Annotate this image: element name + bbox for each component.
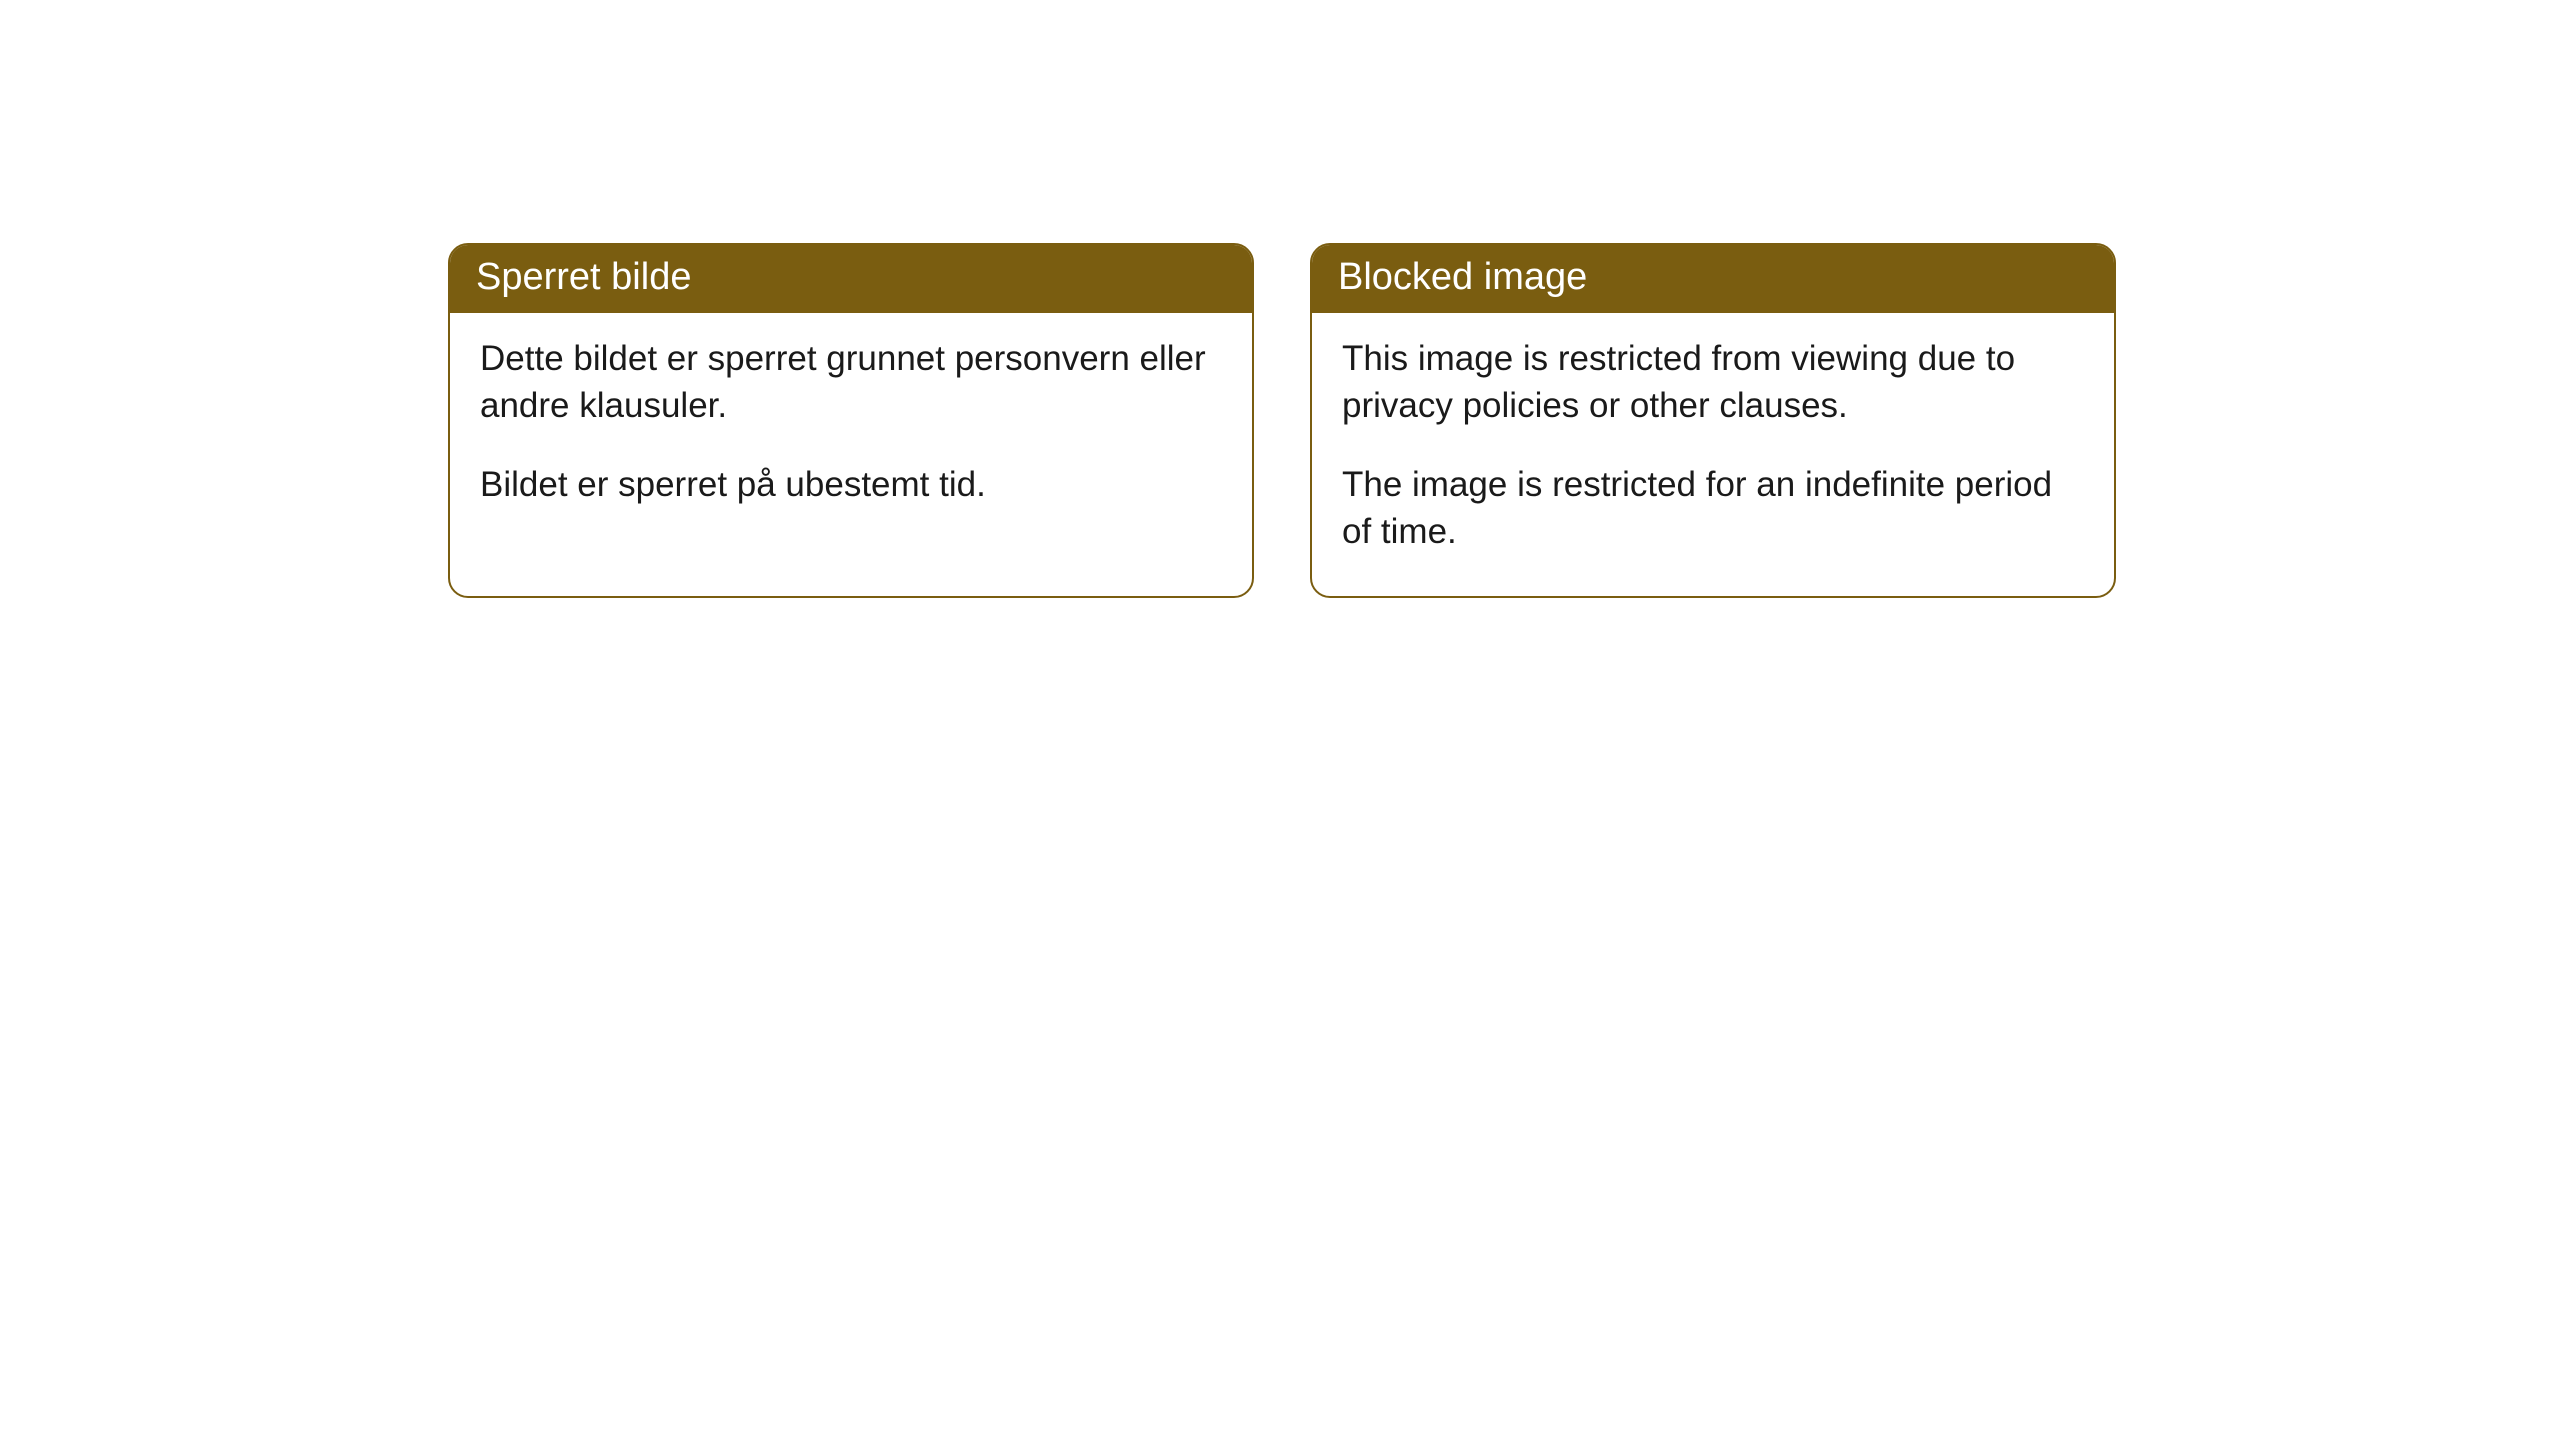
card-paragraph-2: The image is restricted for an indefinit… — [1342, 461, 2084, 556]
card-body: This image is restricted from viewing du… — [1312, 313, 2114, 596]
blocked-card-norwegian: Sperret bilde Dette bildet er sperret gr… — [448, 243, 1254, 598]
card-paragraph-2: Bildet er sperret på ubestemt tid. — [480, 461, 1222, 508]
blocked-image-notices: Sperret bilde Dette bildet er sperret gr… — [448, 243, 2116, 598]
card-header: Blocked image — [1312, 245, 2114, 313]
card-body: Dette bildet er sperret grunnet personve… — [450, 313, 1252, 549]
card-paragraph-1: Dette bildet er sperret grunnet personve… — [480, 335, 1222, 430]
blocked-card-english: Blocked image This image is restricted f… — [1310, 243, 2116, 598]
card-paragraph-1: This image is restricted from viewing du… — [1342, 335, 2084, 430]
card-header: Sperret bilde — [450, 245, 1252, 313]
